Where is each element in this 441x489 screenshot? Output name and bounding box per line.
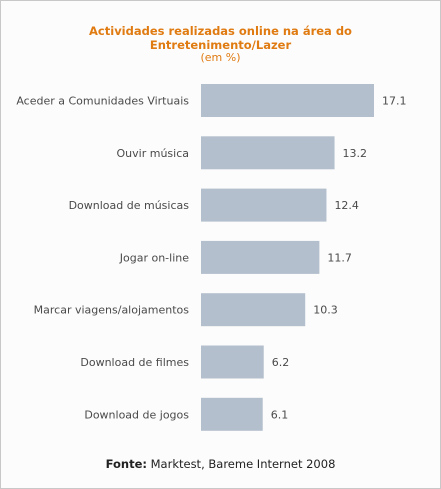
category-label-1: Aceder a Comunidades Virtuais [16, 95, 189, 108]
bar-3 [201, 188, 327, 222]
value-label-5: 10.3 [313, 304, 338, 317]
chart-title-line-2: Entretenimento/Lazer [149, 38, 292, 52]
category-label-3: Download de músicas [69, 199, 190, 212]
value-label-4: 11.7 [327, 251, 352, 264]
category-label-4: Jogar on-line [119, 251, 189, 264]
bar-7 [201, 397, 263, 431]
value-label-7: 6.1 [271, 408, 289, 421]
category-label-6: Download de filmes [80, 356, 189, 369]
value-label-2: 13.2 [343, 147, 368, 160]
value-label-6: 6.2 [272, 356, 290, 369]
source-label: Fonte: [105, 457, 147, 471]
bar-1 [201, 84, 374, 117]
bar-4 [201, 240, 320, 274]
chart-title-line-1: Actividades realizadas online na área do [89, 24, 352, 38]
category-label-5: Marcar viagens/alojamentos [34, 304, 190, 317]
value-label-3: 12.4 [334, 199, 359, 212]
category-label-7: Download de jogos [84, 408, 189, 421]
chart-subtitle: (em %) [200, 51, 241, 64]
bar-6 [201, 345, 264, 379]
category-label-2: Ouvir música [117, 147, 189, 160]
bar-2 [201, 136, 335, 170]
source-note: Fonte: Marktest, Bareme Internet 2008 [0, 457, 441, 471]
value-label-1: 17.1 [382, 95, 407, 108]
source-text: Marktest, Bareme Internet 2008 [150, 457, 336, 471]
bar-5 [201, 293, 306, 327]
